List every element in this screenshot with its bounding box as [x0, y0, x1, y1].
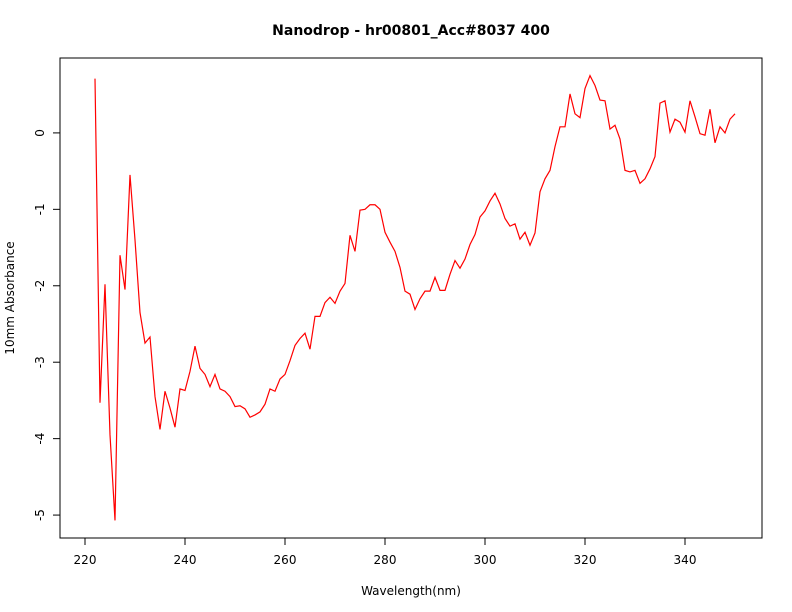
x-tick-label: 320	[574, 553, 597, 567]
x-tick-label: 340	[674, 553, 697, 567]
x-tick-label: 280	[374, 553, 397, 567]
x-tick-label: 220	[74, 553, 97, 567]
y-tick-label: -1	[33, 203, 47, 215]
chart-title: Nanodrop - hr00801_Acc#8037 400	[272, 23, 550, 39]
y-tick-label: -2	[33, 280, 47, 292]
x-tick-label: 260	[274, 553, 297, 567]
y-tick-label: -3	[33, 356, 47, 368]
y-tick-label: -5	[33, 509, 47, 521]
data-line	[94, 74, 736, 521]
y-tick-label: -4	[33, 433, 47, 445]
y-axis-label: 10mm Absorbance	[3, 241, 17, 354]
x-axis-label: Wavelength(nm)	[361, 584, 461, 598]
y-tick-label: 0	[33, 129, 47, 137]
x-tick-label: 240	[174, 553, 197, 567]
x-tick-label: 300	[474, 553, 497, 567]
